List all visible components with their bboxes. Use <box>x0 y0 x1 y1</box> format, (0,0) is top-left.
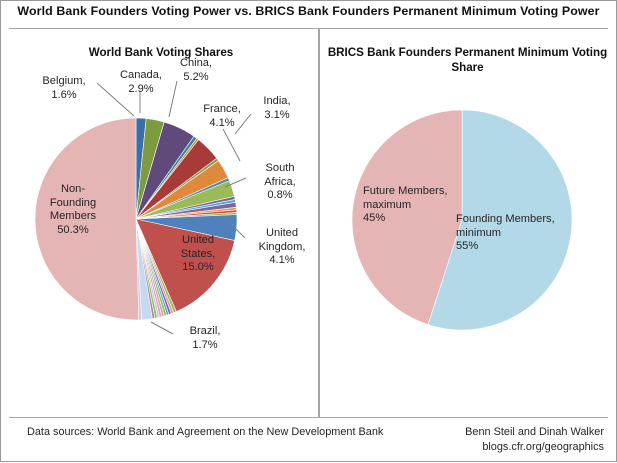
label-founding-members: Founding Members, minimum 55% <box>456 213 555 253</box>
label-brazil: Brazil, 1.7% <box>189 325 221 351</box>
label-united-kingdom: United Kingdom, 4.1% <box>258 227 306 267</box>
label-canada: Canada, 2.9% <box>120 69 162 95</box>
left-pie-slices <box>34 117 238 321</box>
label-france: France, 4.1% <box>203 103 241 129</box>
top-divider-rule <box>9 28 608 29</box>
bottom-divider-rule <box>9 417 608 418</box>
footer-data-sources: Data sources: World Bank and Agreement o… <box>27 426 384 438</box>
footer-credit: Benn Steil and Dinah Walker blogs.cfr.or… <box>465 426 604 453</box>
label-future-members: Future Members, maximum 45% <box>363 185 448 225</box>
label-united-states: United States, 15.0% <box>180 234 216 274</box>
page-title: World Bank Founders Voting Power vs. BRI… <box>17 4 600 18</box>
label-china: China, 5.2% <box>179 57 213 83</box>
pie-slice <box>34 117 140 321</box>
label-non-founding-members: Non- Founding Members 50.3% <box>49 183 97 236</box>
right-pie-slices <box>351 109 573 331</box>
pie-slice <box>427 109 573 331</box>
pie-slice <box>351 109 463 325</box>
pie-slice <box>135 218 236 312</box>
label-belgium: Belgium, 1.6% <box>42 75 86 101</box>
left-panel-title: World Bank Voting Shares <box>88 46 234 59</box>
label-south-africa: South Africa, 0.8% <box>264 162 296 202</box>
panel-divider <box>318 29 320 417</box>
left-leader-lines <box>96 80 252 335</box>
right-panel-title: BRICS Bank Founders Permanent Minimum Vo… <box>327 46 608 74</box>
label-india: India, 3.1% <box>263 95 291 121</box>
